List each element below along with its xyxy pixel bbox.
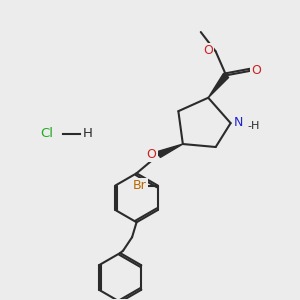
Text: O: O (147, 148, 156, 161)
Text: N: N (233, 116, 243, 129)
Text: H: H (82, 127, 92, 140)
Text: O: O (252, 64, 262, 77)
Text: Br: Br (132, 179, 146, 192)
Polygon shape (158, 144, 183, 158)
Polygon shape (208, 73, 229, 98)
Text: -H: -H (248, 121, 260, 130)
Text: Cl: Cl (40, 127, 53, 140)
Text: O: O (203, 44, 213, 57)
